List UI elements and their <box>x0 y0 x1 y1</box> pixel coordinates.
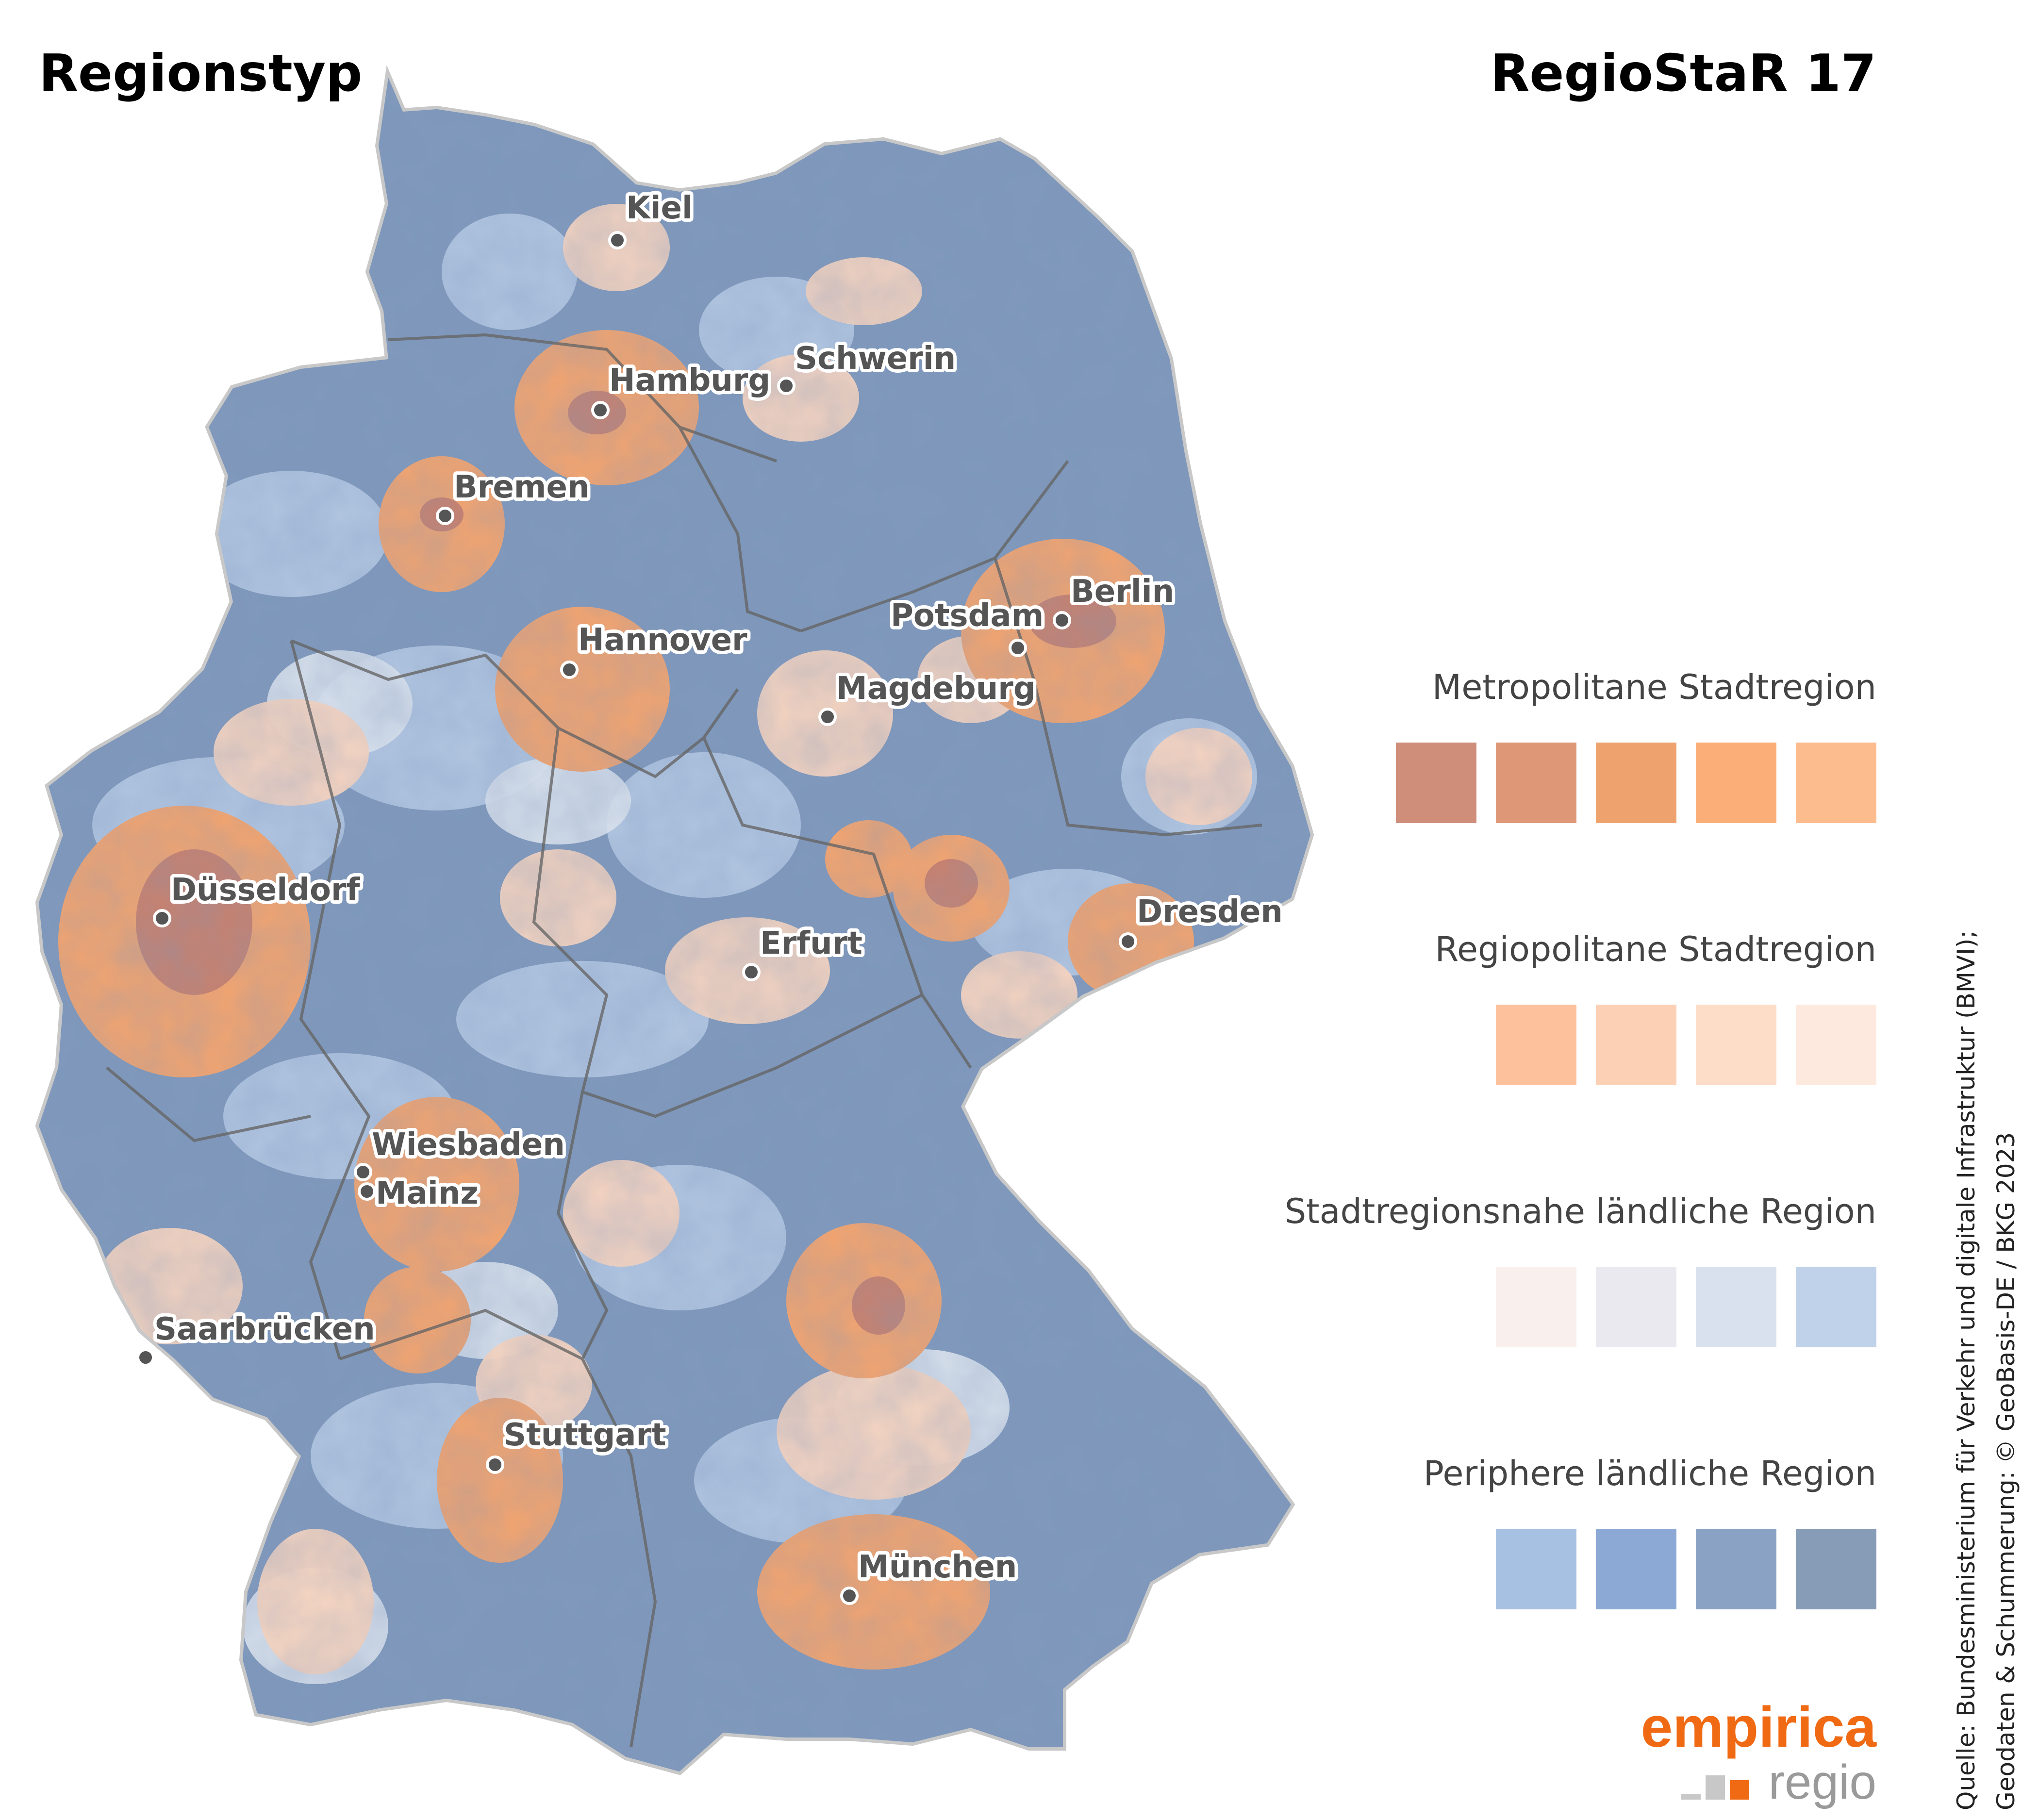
city-potsdam: Potsdam <box>887 595 1047 657</box>
svg-text:Hamburg: Hamburg <box>609 363 770 398</box>
legend-title-regiopolitan: Regiopolitane Stadtregion <box>1435 929 1877 969</box>
svg-text:Mainz: Mainz <box>376 1175 479 1211</box>
source-line: Quelle: Bundesministerium für Verkehr un… <box>1952 930 1980 1810</box>
svg-text:Kiel: Kiel <box>626 190 693 226</box>
svg-text:Dresden: Dresden <box>1137 894 1283 930</box>
legend-swatch <box>1496 1267 1576 1347</box>
legend-swatch <box>1696 743 1776 823</box>
svg-text:Magdeburg: Magdeburg <box>836 671 1036 707</box>
source-line: Geodaten & Schummerung: © GeoBasis-DE / … <box>1992 1132 2020 1810</box>
logo-bars-icon <box>1681 1775 1749 1800</box>
legend-swatch <box>1696 1267 1776 1347</box>
city-stuttgart: Stuttgart <box>486 1414 670 1474</box>
svg-text:Bremen: Bremen <box>454 469 589 505</box>
city-schwerin: Schwerin <box>777 337 959 395</box>
legend-swatch <box>1496 1529 1576 1609</box>
source-note: Quelle: Bundesministerium für Verkehr un… <box>1946 930 2022 1810</box>
legend-swatch <box>1596 1529 1676 1609</box>
svg-text:Saarbrücken: Saarbrücken <box>154 1311 375 1347</box>
legend-swatches-peripheral <box>1496 1529 1876 1609</box>
legend-swatches-near-rural <box>1496 1267 1876 1347</box>
legend-swatch <box>1596 743 1676 823</box>
svg-text:München: München <box>858 1549 1017 1585</box>
svg-text:Düsseldorf: Düsseldorf <box>171 872 361 908</box>
legend-swatches-regiopolitan <box>1496 1005 1876 1085</box>
svg-text:Stuttgart: Stuttgart <box>504 1417 666 1453</box>
legend-title-near-rural: Stadtregionsnahe ländliche Region <box>1284 1191 1876 1231</box>
legend-title-peripheral: Periphere ländliche Region <box>1423 1454 1876 1493</box>
city-duesseldorf: Düsseldorf <box>153 869 364 927</box>
city-hannover: Hannover <box>560 619 751 679</box>
legend-title-metropolitan: Metropolitane Stadtregion <box>1432 667 1876 707</box>
city-markers: Kiel Hamburg Schwerin Bremen Berlin Pots… <box>136 187 1286 1605</box>
legend-swatch <box>1796 1529 1876 1609</box>
city-mainz: Mainz <box>358 1172 482 1215</box>
legend-swatch <box>1596 1005 1676 1085</box>
germany-map: Kiel Hamburg Schwerin Bremen Berlin Pots… <box>0 0 1359 1820</box>
svg-text:Hannover: Hannover <box>578 622 747 658</box>
svg-text:Erfurt: Erfurt <box>760 926 862 961</box>
legend-swatch <box>1796 1267 1876 1347</box>
legend-swatches-metropolitan <box>1396 743 1876 823</box>
city-hamburg: Hamburg <box>591 359 774 419</box>
legend-swatch <box>1396 743 1476 823</box>
legend-swatch <box>1796 1005 1876 1085</box>
legend-swatch <box>1796 743 1876 823</box>
city-erfurt: Erfurt <box>742 922 866 981</box>
logo-sub: regio <box>1768 1755 1876 1809</box>
city-saarbruecken: Saarbrücken <box>136 1308 379 1367</box>
legend-swatch <box>1496 1005 1576 1085</box>
empirica-logo: empirica regio <box>1641 1699 1876 1806</box>
city-dresden: Dresden <box>1119 891 1286 951</box>
city-muenchen: München <box>840 1546 1020 1605</box>
legend-swatch <box>1696 1529 1776 1609</box>
legend-swatch <box>1496 743 1576 823</box>
city-wiesbaden: Wiesbaden <box>354 1124 568 1181</box>
svg-text:Wiesbaden: Wiesbaden <box>372 1127 565 1163</box>
city-magdeburg: Magdeburg <box>818 667 1039 726</box>
city-kiel: Kiel <box>608 187 696 249</box>
city-bremen: Bremen <box>436 466 593 525</box>
logo-name: empirica <box>1641 1695 1876 1759</box>
city-berlin: Berlin <box>1053 570 1177 629</box>
classification-title: RegioStaR 17 <box>1490 44 1876 103</box>
svg-text:Potsdam: Potsdam <box>891 598 1044 634</box>
svg-text:Schwerin: Schwerin <box>795 341 956 377</box>
legend-swatch <box>1696 1005 1776 1085</box>
legend-swatch <box>1596 1267 1676 1347</box>
map-title: Regionstyp <box>39 44 363 103</box>
svg-text:Berlin: Berlin <box>1071 574 1174 610</box>
